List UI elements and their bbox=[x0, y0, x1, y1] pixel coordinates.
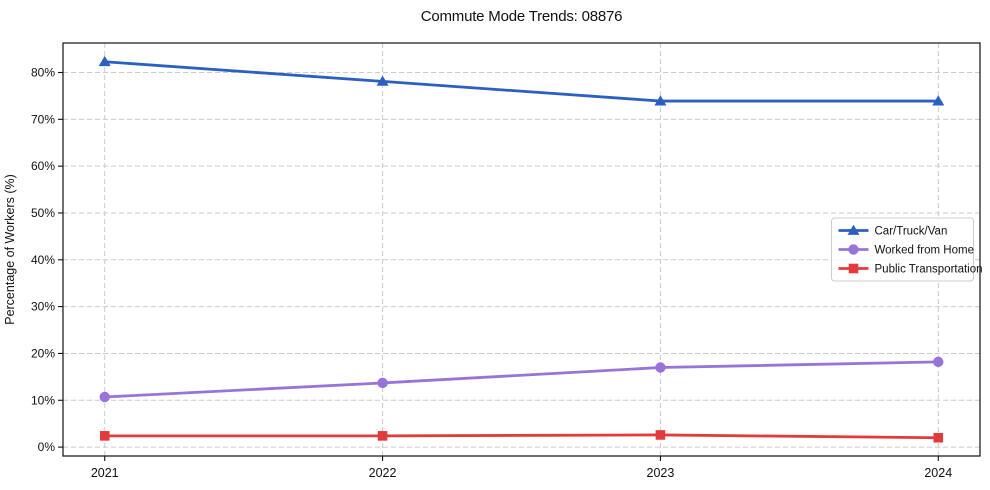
data-point-car-truck-van bbox=[98, 55, 111, 67]
data-point-car-truck-van bbox=[376, 75, 389, 86]
data-point-car-truck-van bbox=[932, 95, 945, 106]
series-line-public-transportation bbox=[103, 433, 940, 440]
y-tick-label: 60% bbox=[31, 159, 55, 173]
series-line-worked-from-home bbox=[103, 360, 940, 399]
legend-marker-circle-icon bbox=[848, 244, 859, 255]
data-point-public-transportation bbox=[933, 432, 944, 443]
data-point-worked-from-home bbox=[99, 391, 110, 403]
legend-label: Car/Truck/Van bbox=[875, 226, 948, 238]
y-tick-label: 50% bbox=[31, 206, 55, 220]
legend-marker-triangle-icon bbox=[847, 224, 860, 235]
series-line-car-truck-van bbox=[103, 60, 940, 103]
data-point-public-transportation bbox=[99, 431, 110, 441]
chart-title: Commute Mode Trends: 08876 bbox=[420, 8, 623, 25]
y-axis-label: Percentage of Workers (%) bbox=[3, 174, 17, 325]
data-point-worked-from-home bbox=[933, 356, 944, 368]
x-tick-label: 2023 bbox=[647, 466, 675, 480]
y-tick-label: 0% bbox=[38, 440, 56, 454]
data-point-public-transportation bbox=[377, 431, 388, 441]
x-tick-label: 2022 bbox=[369, 466, 397, 480]
y-tick-label: 10% bbox=[31, 393, 55, 407]
legend-box bbox=[831, 217, 974, 282]
y-tick-label: 70% bbox=[31, 112, 55, 126]
y-tick-label: 40% bbox=[31, 253, 55, 267]
legend-label: Public Transportation bbox=[875, 264, 983, 276]
data-point-worked-from-home bbox=[377, 377, 388, 389]
data-point-car-truck-van bbox=[654, 95, 667, 106]
plot-area-frame bbox=[62, 42, 981, 457]
legend-marker-square-icon bbox=[848, 263, 859, 274]
y-tick-label: 30% bbox=[31, 300, 55, 314]
y-tick-label: 80% bbox=[31, 66, 55, 80]
x-tick-label: 2024 bbox=[924, 466, 952, 480]
x-tick-label: 2021 bbox=[91, 466, 119, 480]
legend: Car/Truck/Van Worked from Home Public Tran… bbox=[831, 217, 983, 282]
y-tick-label: 20% bbox=[31, 346, 55, 360]
data-point-worked-from-home bbox=[655, 362, 666, 373]
legend-label: Worked from Home bbox=[875, 245, 974, 257]
data-point-public-transportation bbox=[655, 430, 666, 440]
